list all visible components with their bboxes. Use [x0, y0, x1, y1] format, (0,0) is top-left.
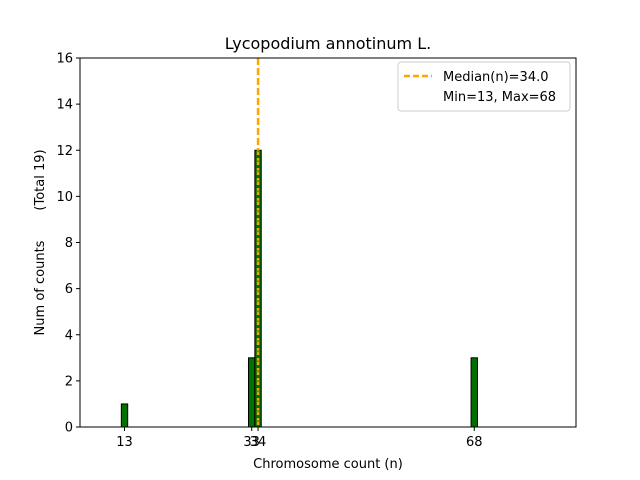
- chart-title: Lycopodium annotinum L.: [225, 34, 431, 53]
- bar-13: [120, 403, 129, 428]
- legend: Median(n)=34.0 Min=13, Max=68: [397, 61, 571, 112]
- y-tick-label: 6: [65, 282, 73, 297]
- bars-group: [120, 149, 519, 428]
- x-tick-label: 34: [250, 435, 267, 450]
- x-tick-label: 13: [116, 435, 133, 450]
- x-axis-label: Chromosome count (n): [253, 457, 403, 472]
- y-tick-label: 8: [65, 236, 73, 251]
- y-tick-label: 14: [56, 98, 73, 113]
- y-axis-label: Num of counts: [33, 240, 48, 335]
- legend-range-label: Min=13, Max=68: [443, 90, 556, 105]
- y-tick-label: 0: [65, 421, 73, 436]
- y-tick-label: 10: [56, 190, 73, 205]
- y-tick-label: 2: [65, 374, 73, 389]
- bar-68: [470, 357, 478, 428]
- bar-33: [248, 357, 256, 428]
- y-tick-label: 12: [56, 144, 73, 159]
- y-tick-label: 4: [65, 328, 73, 343]
- legend-box: [397, 61, 571, 112]
- legend-median-label: Median(n)=34.0: [443, 70, 549, 85]
- x-tick-label: 68: [466, 435, 483, 450]
- x-tick-label: 33: [243, 435, 260, 450]
- y-tick-label: 16: [56, 52, 73, 67]
- plot-frame: [79, 57, 577, 428]
- y-axis-total-label: (Total 19): [33, 149, 48, 210]
- y-axis: 0 2 4 6 8 10 12 14 16: [56, 52, 80, 436]
